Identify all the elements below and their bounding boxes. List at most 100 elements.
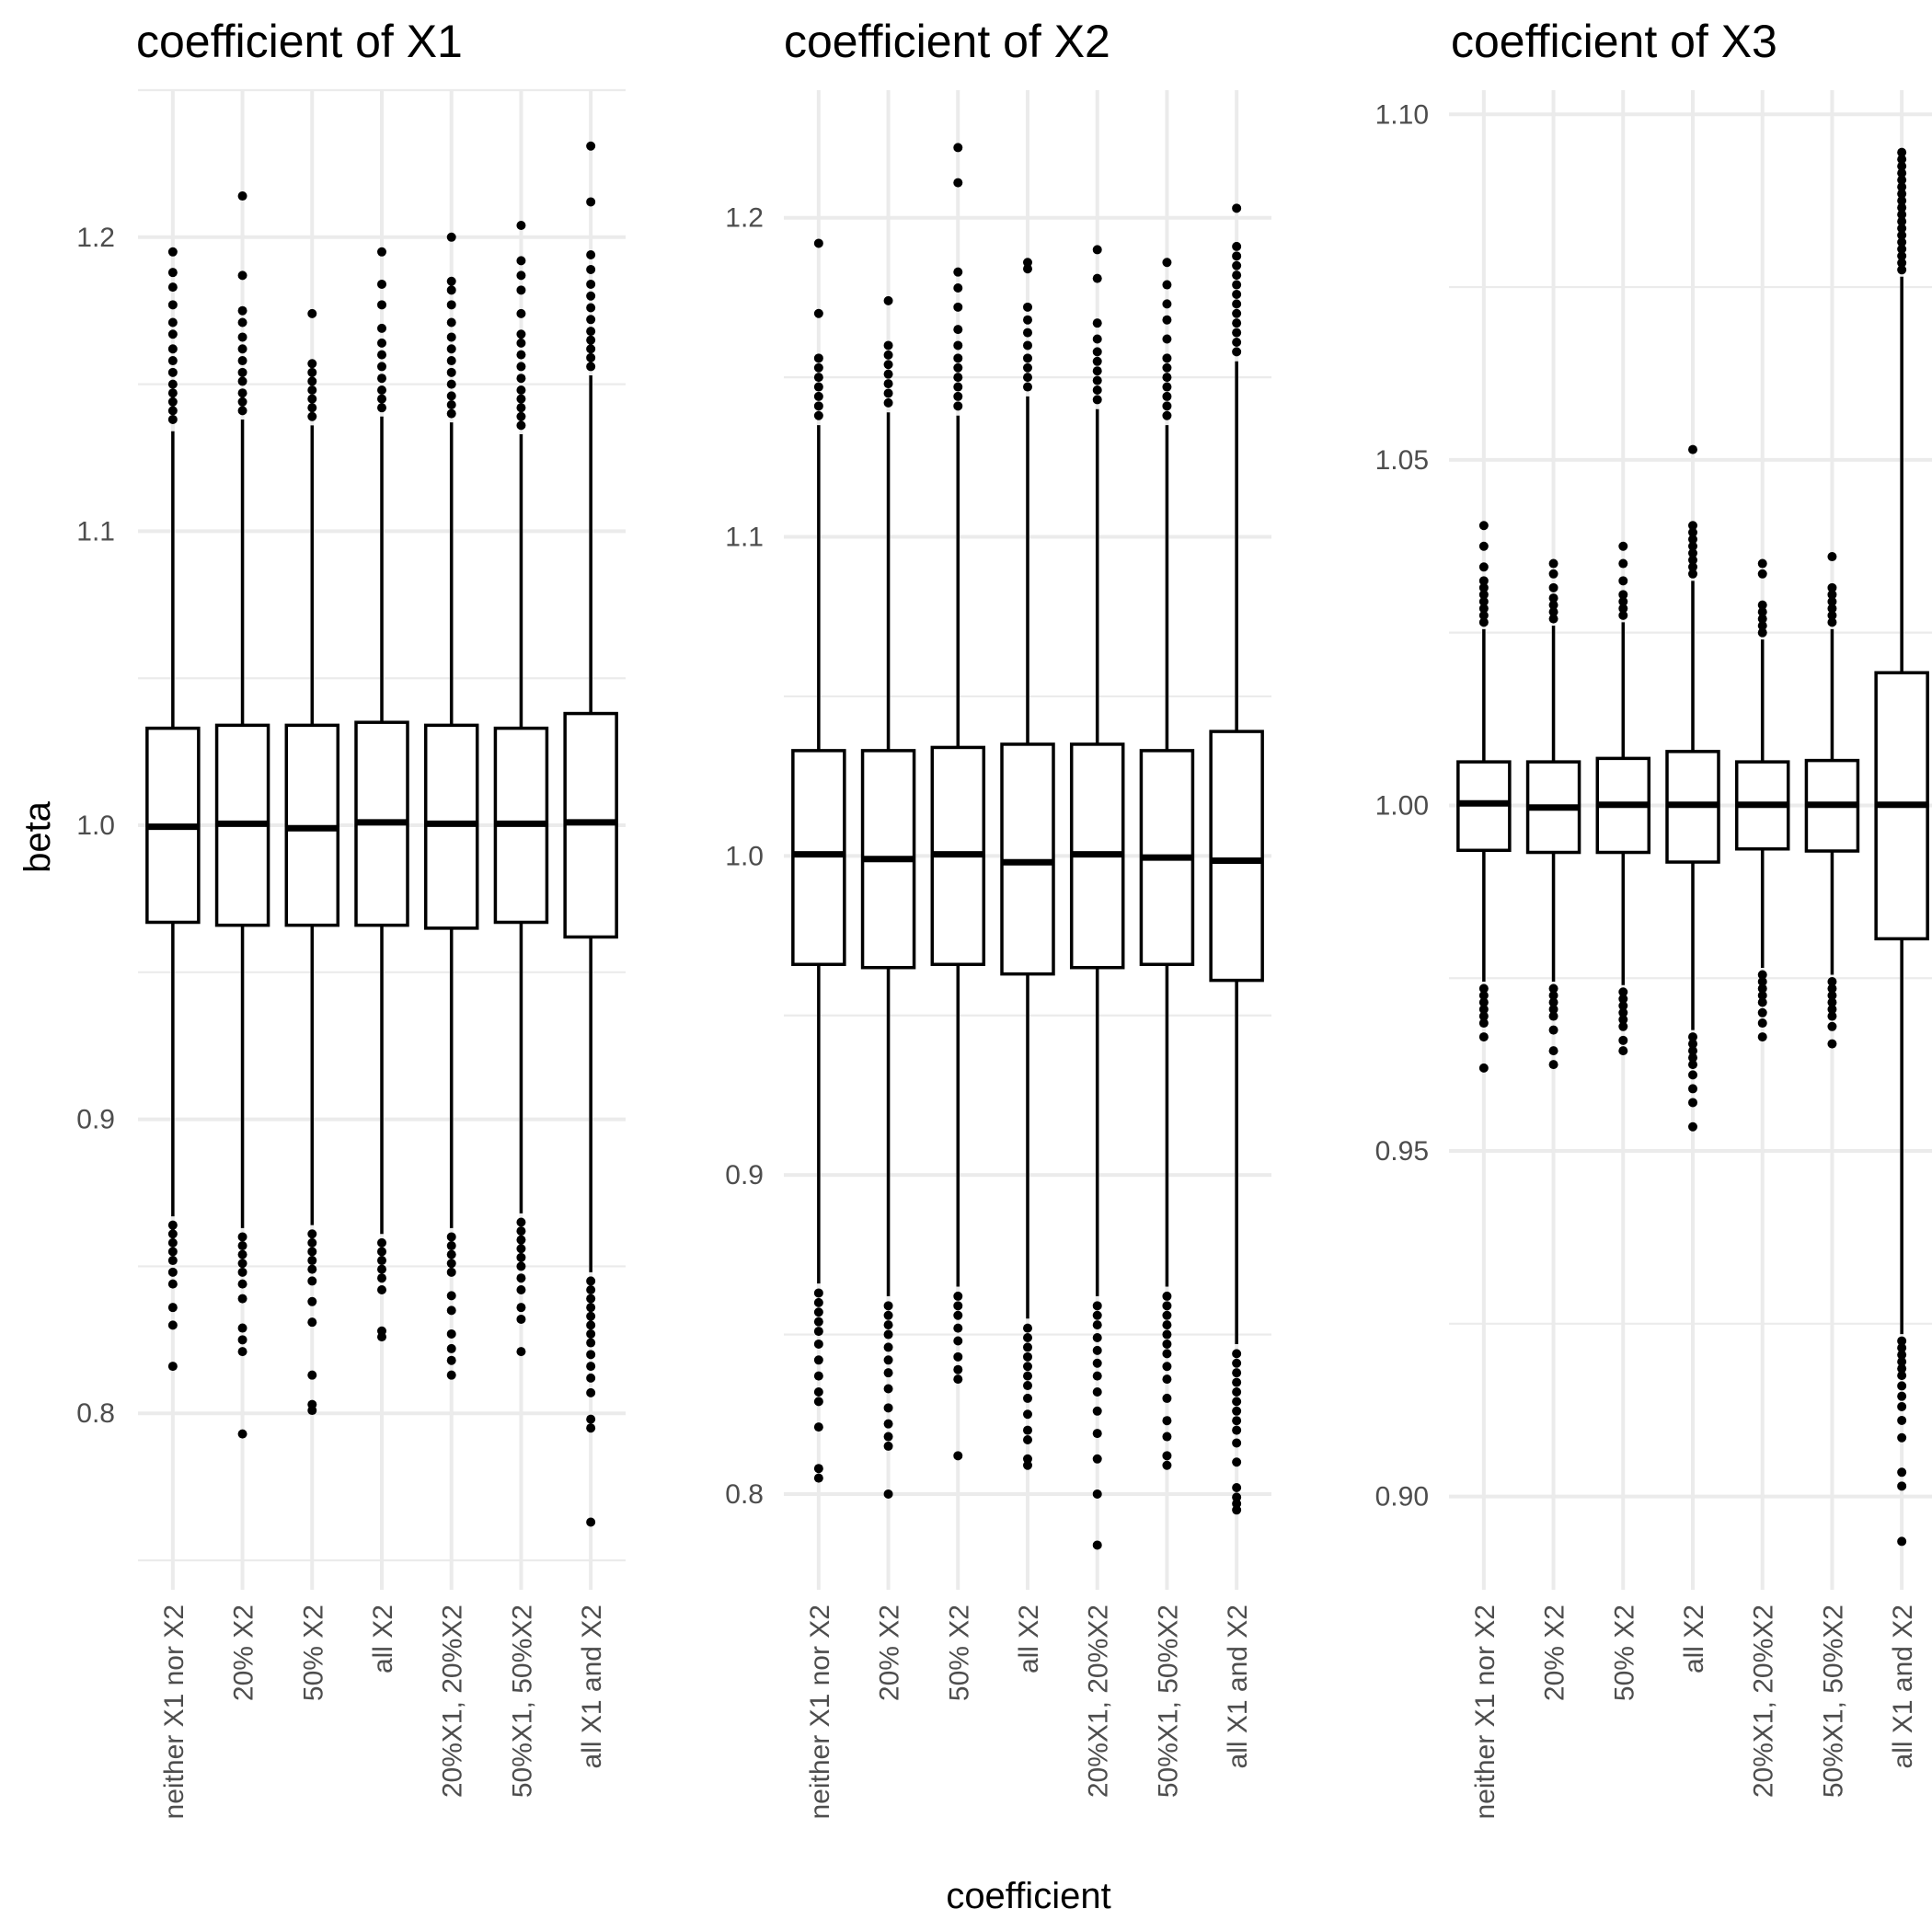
outlier-point <box>1023 1425 1032 1435</box>
outlier-point <box>1023 328 1032 338</box>
outlier-point <box>1478 596 1489 606</box>
outlier-point <box>953 1323 963 1333</box>
outlier-point <box>586 362 596 372</box>
outlier-point <box>1232 1457 1242 1467</box>
outlier-point <box>1688 1046 1697 1056</box>
outlier-point <box>953 1374 963 1385</box>
box-1 <box>145 247 201 1372</box>
outlier-point <box>307 1406 317 1416</box>
outlier-point <box>1023 362 1032 373</box>
outlier-point <box>1897 224 1907 234</box>
outlier-point <box>1162 401 1172 411</box>
outlier-point <box>586 1328 596 1339</box>
outlier-point <box>1023 1435 1032 1444</box>
outlier-point <box>953 1301 963 1311</box>
outlier-point <box>813 1386 823 1397</box>
outlier-point <box>1232 1416 1242 1426</box>
outlier-point <box>1688 1121 1697 1132</box>
outlier-point <box>1827 983 1837 994</box>
outlier-point <box>377 1247 386 1257</box>
x-tick-label: 20%X1, 20%X2 <box>1749 1604 1779 1798</box>
outlier-point <box>1897 1536 1907 1547</box>
outlier-point <box>1827 1011 1837 1021</box>
y-tick-label: 1.2 <box>76 223 115 253</box>
outlier-point <box>446 285 456 295</box>
outlier-point <box>167 1279 178 1289</box>
outlier-point <box>1092 395 1102 405</box>
outlier-point <box>237 397 247 407</box>
outlier-point <box>1897 175 1907 185</box>
outlier-point <box>1023 353 1032 363</box>
outlier-point <box>1688 444 1697 454</box>
outlier-point <box>1092 347 1102 357</box>
outlier-point <box>813 1288 823 1298</box>
outlier-point <box>516 270 526 281</box>
x-tick-label: 50%X1, 50%X2 <box>1818 1604 1848 1798</box>
outlier-point <box>516 308 526 318</box>
outlier-point <box>516 350 526 360</box>
outlier-point <box>167 388 178 398</box>
outlier-point <box>1232 318 1242 328</box>
outlier-point <box>1548 600 1558 610</box>
outlier-point <box>1232 241 1242 251</box>
outlier-point <box>516 329 526 339</box>
outlier-point <box>953 1291 963 1301</box>
outlier-point <box>1023 373 1032 383</box>
panel-title: coefficient of X2 <box>784 16 1110 67</box>
outlier-point <box>237 1347 247 1357</box>
y-tick-label: 1.00 <box>1375 790 1429 821</box>
outlier-point <box>1618 558 1628 569</box>
outlier-point <box>1232 1349 1242 1359</box>
outlier-point <box>813 1464 823 1474</box>
outlier-point <box>1478 521 1489 531</box>
outlier-point <box>1023 1342 1032 1352</box>
panel-1: coefficient of X1 0.8 0.9 1.0 1.1 1.2 neither … <box>76 16 626 1819</box>
outlier-point <box>1897 168 1907 178</box>
outlier-point <box>1897 182 1907 192</box>
outlier-point <box>586 1387 596 1397</box>
outlier-point <box>1897 216 1907 226</box>
outlier-point <box>953 267 963 277</box>
y-tick-label: 1.0 <box>76 811 115 841</box>
outlier-point <box>1162 391 1172 401</box>
outlier-point <box>1232 1397 1242 1407</box>
outlier-point <box>1232 1505 1242 1515</box>
outlier-point <box>1162 258 1172 268</box>
outlier-point <box>167 300 178 310</box>
x-tick-label: 20% X2 <box>875 1604 905 1701</box>
outlier-point <box>1548 997 1558 1007</box>
outlier-point <box>1827 1005 1837 1015</box>
outlier-point <box>1548 1005 1558 1015</box>
outlier-point <box>377 1237 386 1248</box>
outlier-point <box>1548 558 1558 569</box>
outlier-point <box>1618 610 1628 620</box>
outlier-point <box>813 1473 823 1483</box>
outlier-point <box>1897 1381 1907 1391</box>
outlier-point <box>237 356 247 366</box>
outlier-point <box>237 305 247 316</box>
outlier-point <box>1232 328 1242 338</box>
panel-title: coefficient of X3 <box>1451 16 1777 67</box>
outlier-point <box>1618 596 1628 606</box>
outlier-point <box>1897 1350 1907 1360</box>
outlier-point <box>1827 1039 1837 1049</box>
outlier-point <box>237 367 247 377</box>
outlier-point <box>953 362 963 373</box>
outlier-point <box>1897 1391 1907 1401</box>
outlier-point <box>1162 362 1172 373</box>
outlier-point <box>1162 1329 1172 1340</box>
outlier-point <box>1092 334 1102 344</box>
x-tick-label: 50%X1, 50%X2 <box>1153 1604 1183 1798</box>
outlier-point <box>1023 382 1032 392</box>
outlier-point <box>307 403 317 413</box>
outlier-point <box>1478 983 1489 994</box>
outlier-point <box>1827 582 1837 592</box>
box-2 <box>214 191 270 1439</box>
outlier-point <box>1897 196 1907 206</box>
outlier-point <box>377 403 386 413</box>
outlier-point <box>813 1355 823 1365</box>
outlier-point <box>446 1343 456 1353</box>
outlier-point <box>1618 590 1628 600</box>
outlier-point <box>1162 315 1172 325</box>
outlier-point <box>1478 1032 1489 1042</box>
